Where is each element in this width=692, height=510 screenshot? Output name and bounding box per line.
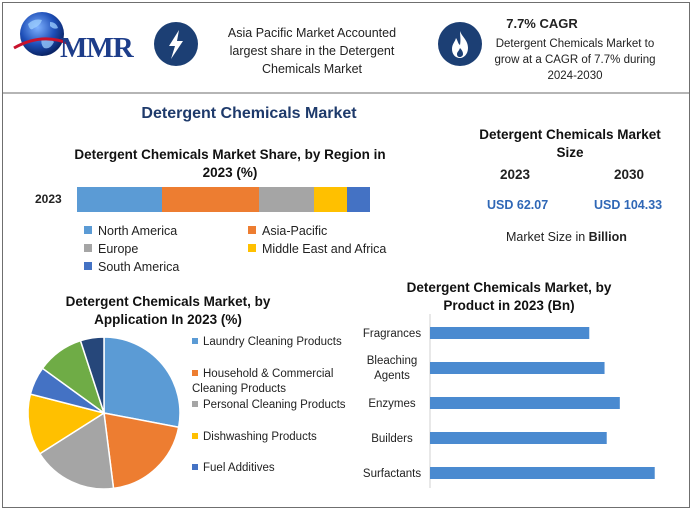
region-legend-middle-east-and-africa: Middle East and Africa xyxy=(248,242,386,256)
header-divider xyxy=(3,92,689,94)
size-year-2023: 2023 xyxy=(500,167,531,182)
legend-label: Personal Cleaning Products xyxy=(203,399,346,411)
main-title: Detergent Chemicals Market xyxy=(141,105,357,122)
legend-swatch xyxy=(84,226,92,234)
product-chart-title: Detergent Chemicals Market, by Product i… xyxy=(406,280,612,313)
region-stacked-bar xyxy=(77,187,370,212)
legend-label: South America xyxy=(98,260,180,274)
legend-swatch xyxy=(84,262,92,270)
legend-label: North America xyxy=(98,224,178,238)
size-note: Market Size in Billion xyxy=(506,230,627,244)
legend-label: Laundry Cleaning Products xyxy=(203,336,342,348)
pie-slice-dishwashing-products xyxy=(27,393,106,455)
pie-slice-household-commercial-cleaning-products xyxy=(103,412,180,490)
mmr-logo: MMR xyxy=(12,8,142,64)
size-note-prefix: Market Size in xyxy=(506,230,589,244)
lightning-icon xyxy=(154,22,198,66)
legend-swatch xyxy=(192,338,198,344)
region-segment-europe xyxy=(258,187,315,212)
region-legend-south-america: South America xyxy=(84,260,179,274)
region-segment-south-america xyxy=(346,187,370,212)
cagr-title: 7.7% CAGR xyxy=(506,16,578,31)
application-legend-personal-cleaning-products: Personal Cleaning Products xyxy=(192,398,362,413)
region-fact-text: Asia Pacific Market Accounted largest sh… xyxy=(227,26,397,76)
application-legend-dishwashing-products: Dishwashing Products xyxy=(192,430,362,445)
size-title: Detergent Chemicals Market Size xyxy=(479,127,661,160)
cagr-text: Detergent Chemicals Market to grow at a … xyxy=(494,38,656,82)
legend-swatch xyxy=(192,370,198,376)
globe-icon xyxy=(13,12,71,56)
application-pie-chart xyxy=(27,336,181,490)
region-legend-asia-pacific: Asia-Pacific xyxy=(248,224,327,238)
product-label-fragrances: Fragrances xyxy=(363,328,421,340)
legend-label: Dishwashing Products xyxy=(203,431,317,443)
legend-label: Middle East and Africa xyxy=(262,242,387,256)
region-segment-asia-pacific xyxy=(161,187,259,212)
region-legend-north-america: North America xyxy=(84,224,177,238)
logo-text: MMR xyxy=(60,32,134,64)
product-bar-builders xyxy=(430,432,607,444)
product-label-enzymes: Enzymes xyxy=(368,398,416,410)
size-note-unit: Billion xyxy=(588,230,627,244)
legend-swatch xyxy=(192,401,198,407)
legend-swatch xyxy=(84,244,92,252)
legend-label: Fuel Additives xyxy=(203,462,275,474)
product-label-bleaching-agents: Bleaching Agents xyxy=(367,355,418,382)
product-bar-enzymes xyxy=(430,397,620,409)
product-bar-surfactants xyxy=(430,467,655,479)
pie-slice-laundry-cleaning-products xyxy=(103,336,181,429)
application-chart-title: Detergent Chemicals Market, by Applicati… xyxy=(65,294,271,327)
legend-swatch xyxy=(192,464,198,470)
legend-swatch xyxy=(192,433,198,439)
application-legend-laundry-cleaning-products: Laundry Cleaning Products xyxy=(192,335,362,350)
size-value-2030: USD 104.33 xyxy=(594,198,663,212)
region-segment-middle-east-and-africa xyxy=(314,187,347,212)
region-category-label: 2023 xyxy=(35,192,62,206)
region-chart-title: Detergent Chemicals Market Share, by Reg… xyxy=(74,147,386,180)
product-bar-fragrances xyxy=(430,327,590,339)
product-bar-bleaching-agents xyxy=(430,362,605,374)
legend-label: Household & Commercial Cleaning Products xyxy=(192,368,334,395)
product-bar-chart: Fragrances Bleaching Agents Enzymes Builders… xyxy=(363,314,655,488)
region-legend-europe: Europe xyxy=(84,242,138,256)
flame-icon xyxy=(438,22,482,66)
size-year-2030: 2030 xyxy=(614,167,645,182)
pie-slice-other-2 xyxy=(79,336,105,414)
pie-slice-personal-cleaning-products xyxy=(38,411,115,490)
application-legend-fuel-additives: Fuel Additives xyxy=(192,461,362,476)
product-label-surfactants: Surfactants xyxy=(363,468,421,480)
legend-label: Europe xyxy=(98,242,139,256)
product-label-builders: Builders xyxy=(371,433,413,445)
legend-swatch xyxy=(248,244,256,252)
size-value-2023: USD 62.07 xyxy=(487,198,549,212)
application-legend-household-commercial-cleaning-products: Household & Commercial Cleaning Products xyxy=(192,367,362,397)
region-segment-north-america xyxy=(77,187,162,212)
legend-swatch xyxy=(248,226,256,234)
legend-label: Asia-Pacific xyxy=(262,224,328,238)
